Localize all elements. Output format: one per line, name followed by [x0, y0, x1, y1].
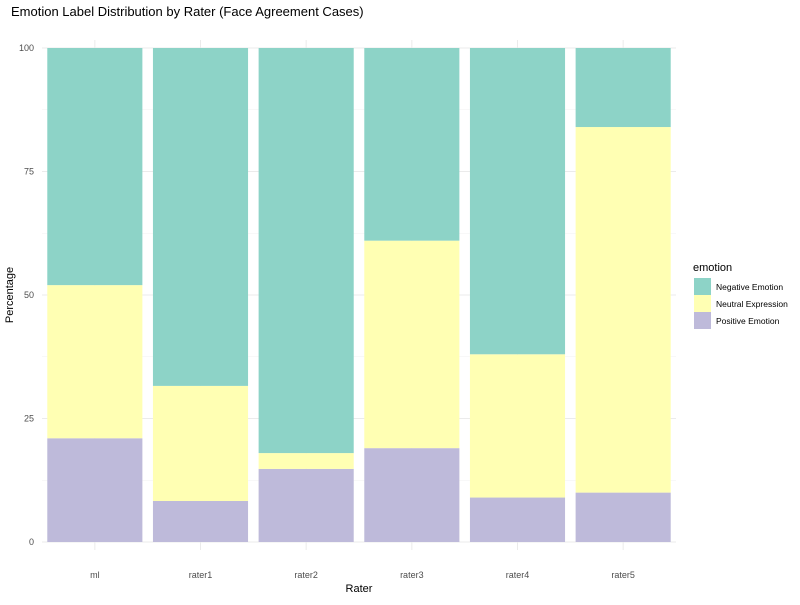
legend-key-neutral-expression	[694, 295, 711, 312]
y-tick-label: 0	[29, 537, 34, 547]
bar-negative-emotion-rater3	[364, 48, 460, 241]
x-tick-label: rater3	[400, 570, 424, 580]
bar-neutral-expression-rater1	[152, 385, 249, 501]
chart-title: Emotion Label Distribution by Rater (Fac…	[11, 4, 364, 19]
legend-key-negative-emotion	[694, 278, 711, 295]
bar-negative-emotion-ml	[47, 48, 143, 286]
bar-positive-emotion-rater1	[152, 500, 249, 542]
bar-negative-emotion-rater2	[258, 48, 354, 454]
bar-positive-emotion-rater4	[469, 497, 566, 542]
y-tick-label: 50	[24, 290, 34, 300]
bar-neutral-expression-rater2	[258, 453, 354, 469]
y-tick-label: 100	[19, 43, 34, 53]
y-axis: 0 25 50 75 100	[19, 43, 34, 547]
bar-neutral-expression-ml	[47, 285, 143, 439]
bar-positive-emotion-ml	[47, 438, 143, 542]
bar-positive-emotion-rater5	[575, 492, 671, 542]
legend-title: emotion	[693, 262, 732, 274]
bar-positive-emotion-rater3	[364, 448, 460, 542]
x-tick-label: rater2	[294, 570, 318, 580]
bar-negative-emotion-rater4	[469, 48, 566, 355]
y-tick-label: 75	[24, 167, 34, 177]
x-tick-label: rater5	[611, 570, 635, 580]
legend-key-positive-emotion	[694, 312, 711, 329]
x-tick-label: rater1	[189, 570, 213, 580]
legend: emotion Negative Emotion Neutral Expressio…	[693, 262, 788, 329]
legend-label-neutral-expression: Neutral Expression	[716, 299, 788, 309]
bar-negative-emotion-rater5	[575, 48, 671, 128]
bar-neutral-expression-rater3	[364, 240, 460, 449]
y-axis-title: Percentage	[4, 267, 16, 323]
x-axis-title: Rater	[346, 583, 373, 595]
y-tick-label: 25	[24, 414, 34, 424]
bar-neutral-expression-rater5	[575, 127, 671, 493]
x-tick-label: rater4	[506, 570, 530, 580]
x-tick-label: ml	[90, 570, 100, 580]
x-axis: ml rater1 rater2 rater3 rater4 rater5	[90, 570, 635, 580]
legend-label-positive-emotion: Positive Emotion	[716, 316, 780, 326]
bar-positive-emotion-rater2	[258, 468, 354, 542]
bar-neutral-expression-rater4	[469, 354, 566, 498]
bar-negative-emotion-rater1	[152, 48, 249, 386]
bars	[47, 48, 671, 542]
legend-label-negative-emotion: Negative Emotion	[716, 282, 783, 292]
